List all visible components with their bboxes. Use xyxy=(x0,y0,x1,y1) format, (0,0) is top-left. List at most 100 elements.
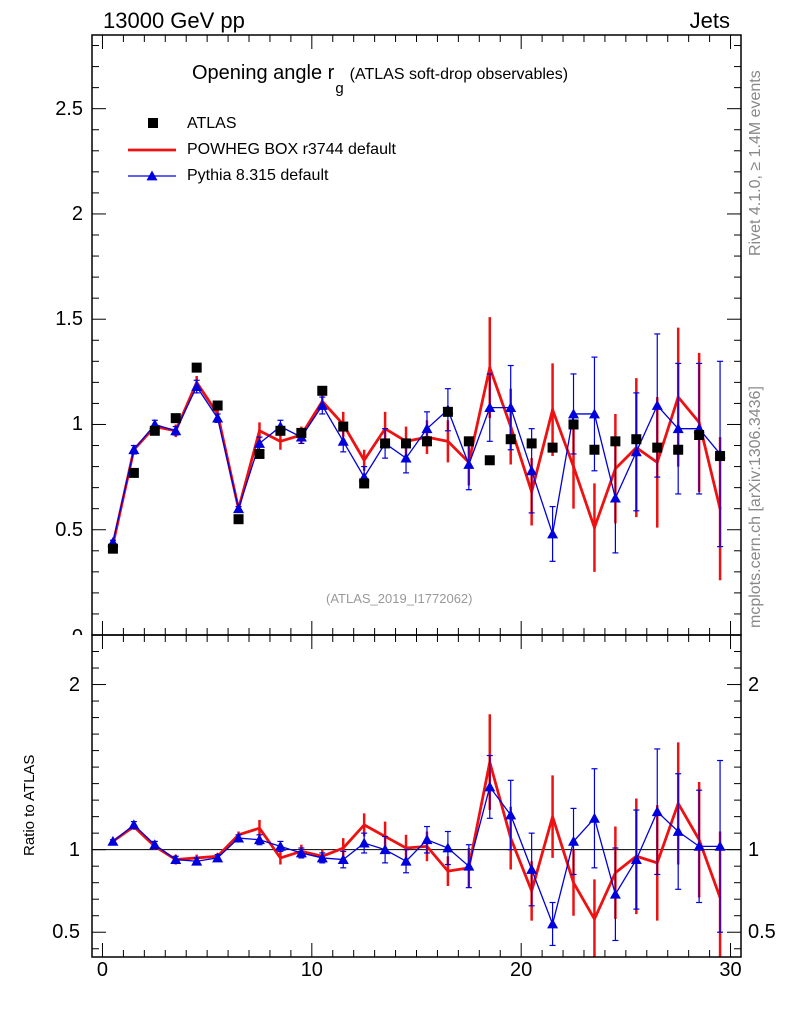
main-ytick-label: 1 xyxy=(71,413,83,436)
atlas-marker xyxy=(233,514,244,525)
atlas-marker xyxy=(107,543,118,554)
pythia-marker xyxy=(253,437,265,448)
pythia-ratio-marker xyxy=(526,863,538,874)
xtick-label: 30 xyxy=(719,959,742,981)
atlas-marker xyxy=(421,436,432,447)
pythia-ratio-marker xyxy=(547,918,559,929)
pythia-ratio-marker xyxy=(316,852,328,863)
pythia-marker xyxy=(421,423,433,434)
atlas-marker xyxy=(442,406,453,417)
atlas-marker xyxy=(715,451,726,462)
atlas-marker xyxy=(317,385,328,396)
atlas-marker xyxy=(589,444,600,455)
header-left: 13000 GeV pp xyxy=(103,8,245,33)
atlas-marker xyxy=(694,430,705,440)
pythia-ratio-marker xyxy=(233,832,245,843)
pythia-marker xyxy=(609,492,621,503)
pythia-ratio-line xyxy=(112,785,721,927)
pythia-ratio-marker xyxy=(274,840,286,851)
main-ytick-label-zero: 0 xyxy=(72,627,83,635)
pythia-marker xyxy=(568,408,580,419)
chart-title-subscript: g xyxy=(335,80,344,97)
legend-label-pythia: Pythia 8.315 default xyxy=(187,167,329,184)
pythia-ratio-marker xyxy=(505,809,517,820)
pythia-ratio-marker xyxy=(295,847,307,858)
pythia-ratio-marker xyxy=(463,860,475,871)
main-ytick-label: 0.5 xyxy=(55,518,83,541)
powheg-point xyxy=(551,408,555,412)
pythia-ratio-marker xyxy=(358,837,370,848)
chart-title-main: Opening angle r xyxy=(192,62,335,84)
pythia-ratio-marker xyxy=(421,834,433,845)
pythia-ratio-marker xyxy=(630,854,642,864)
atlas-marker xyxy=(254,448,265,459)
pythia-ratio-marker xyxy=(191,855,203,866)
atlas-marker xyxy=(149,425,160,436)
atlas-marker xyxy=(128,467,139,478)
axis-ticks xyxy=(92,35,741,957)
atlas-marker xyxy=(380,438,391,449)
pythia-ratio-marker xyxy=(651,806,663,817)
atlas-marker xyxy=(526,438,537,449)
atlas-marker xyxy=(463,436,474,447)
main-ytick-label: 1.5 xyxy=(55,308,83,331)
ratio-panel-frame xyxy=(91,634,742,958)
reference-label: (ATLAS_2019_I1772062) xyxy=(326,591,473,606)
legend-symbols xyxy=(128,118,176,181)
atlas-marker xyxy=(275,425,286,436)
atlas-marker xyxy=(652,442,663,453)
legend-symbol-pythia-marker xyxy=(146,170,158,181)
ratio-ytick-label-right: 1 xyxy=(748,838,760,861)
legend-symbol-atlas xyxy=(148,118,158,128)
atlas-marker xyxy=(568,419,579,430)
pythia-marker xyxy=(212,412,224,423)
ratio-ytick-label-right: 0.5 xyxy=(748,921,776,944)
pythia-ratio-marker xyxy=(128,819,140,830)
pythia-ratio-marker xyxy=(588,812,600,823)
pythia-ratio-marker xyxy=(379,844,391,855)
atlas-marker xyxy=(170,413,181,424)
pythia-ratio-marker xyxy=(484,781,496,792)
ratio-y-axis-label: Ratio to ATLAS xyxy=(21,754,38,856)
pythia-ratio-marker xyxy=(442,842,454,853)
atlas-marker xyxy=(212,400,223,411)
atlas-marker xyxy=(401,438,412,449)
pythia-marker xyxy=(672,423,684,434)
powheg-point xyxy=(572,465,576,469)
pythia-marker xyxy=(630,446,642,457)
atlas-marker xyxy=(631,434,642,445)
powheg-point xyxy=(257,429,261,433)
pythia-marker xyxy=(337,435,349,446)
pythia-ratio-marker xyxy=(253,834,265,845)
pythia-ratio-marker xyxy=(170,854,182,864)
pythia-ratio-marker xyxy=(693,840,705,851)
powheg-point xyxy=(446,439,450,443)
pythia-marker xyxy=(547,528,559,539)
powheg-point xyxy=(362,458,366,462)
pythia-marker xyxy=(505,402,517,413)
powheg-line xyxy=(111,366,722,545)
pythia-marker xyxy=(191,381,203,391)
atlas-marker xyxy=(673,444,684,455)
atlas-marker xyxy=(505,434,516,445)
powheg-point xyxy=(592,526,596,530)
xtick-label: 0 xyxy=(96,959,109,981)
pythia-ratio-marker xyxy=(149,839,161,850)
atlas-marker xyxy=(359,478,370,489)
main-ytick-label: 2.5 xyxy=(55,97,83,120)
ratio-ytick-label-left: 0.5 xyxy=(52,921,80,944)
pythia-marker xyxy=(316,400,328,410)
header-right: Jets xyxy=(689,8,730,33)
legend-label-powheg: POWHEG BOX r3744 default xyxy=(187,141,396,158)
pythia-ratio-marker xyxy=(400,855,412,866)
atlas-marker xyxy=(191,362,202,373)
ratio-panel-series xyxy=(92,714,741,957)
powheg-ratio-line xyxy=(112,760,722,921)
atlas-marker xyxy=(547,442,558,453)
pythia-ratio-marker xyxy=(337,854,349,864)
pythia-ratio-marker xyxy=(714,840,726,851)
powheg-point xyxy=(488,366,492,370)
pythia-ratio-marker xyxy=(672,826,684,836)
powheg-point xyxy=(278,439,282,443)
ratio-ytick-label-left: 1 xyxy=(68,838,80,861)
